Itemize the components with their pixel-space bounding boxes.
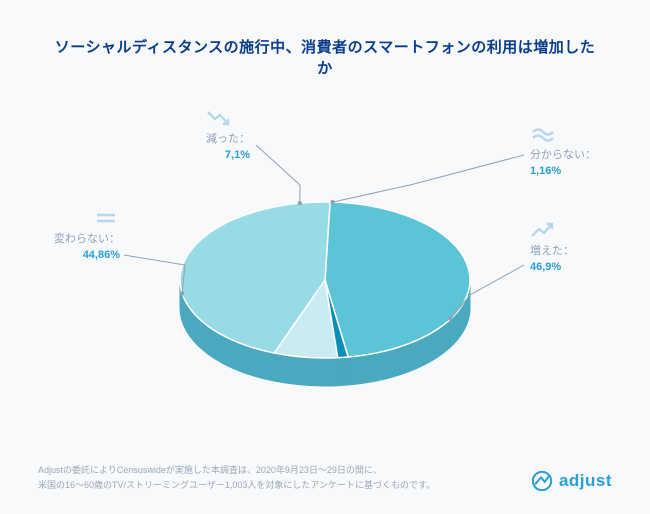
- approx-icon: [530, 124, 556, 144]
- label-same-value: 44,86%: [83, 249, 120, 261]
- footnote-line1: Adjustの委託によりCensuswideが実施した本調査は、2020年9月2…: [38, 463, 435, 477]
- figure: ソーシャルディスタンスの施行中、消費者のスマートフォンの利用は増加したか 増えた…: [0, 0, 650, 514]
- footer: Adjustの委託によりCensuswideが実施した本調査は、2020年9月2…: [38, 463, 612, 492]
- label-increased-name: 増えた：: [530, 245, 574, 257]
- adjust-logo-text: adjust: [559, 471, 612, 491]
- chart-title: ソーシャルディスタンスの施行中、消費者のスマートフォンの利用は増加したか: [50, 36, 600, 78]
- label-dontknow-value: 1,16%: [530, 165, 561, 177]
- footnote-line2: 米国の16〜60歳のTV/ストリーミングユーザー1,003人を対象にしたアンケー…: [38, 478, 435, 492]
- trend-down-icon: [206, 108, 232, 128]
- label-increased-value: 46,9%: [530, 261, 561, 273]
- trend-up-icon: [530, 220, 556, 240]
- adjust-logo: adjust: [531, 470, 612, 492]
- adjust-logo-icon: [531, 470, 553, 492]
- label-decreased-name: 減った：: [206, 133, 250, 145]
- label-dontknow: 分からない： 1,16%: [530, 124, 596, 180]
- equals-icon: [94, 208, 120, 228]
- label-same-name: 変わらない：: [54, 233, 120, 245]
- pie-chart: 増えた： 46,9% 分からない： 1,16% 減った： 7,1%: [0, 90, 650, 420]
- footnote: Adjustの委託によりCensuswideが実施した本調査は、2020年9月2…: [38, 463, 435, 492]
- label-same: 変わらない： 44,86%: [54, 208, 120, 264]
- label-dontknow-name: 分からない：: [530, 149, 596, 161]
- label-decreased: 減った： 7,1%: [206, 108, 250, 164]
- label-decreased-value: 7,1%: [225, 149, 250, 161]
- label-increased: 増えた： 46,9%: [530, 220, 574, 276]
